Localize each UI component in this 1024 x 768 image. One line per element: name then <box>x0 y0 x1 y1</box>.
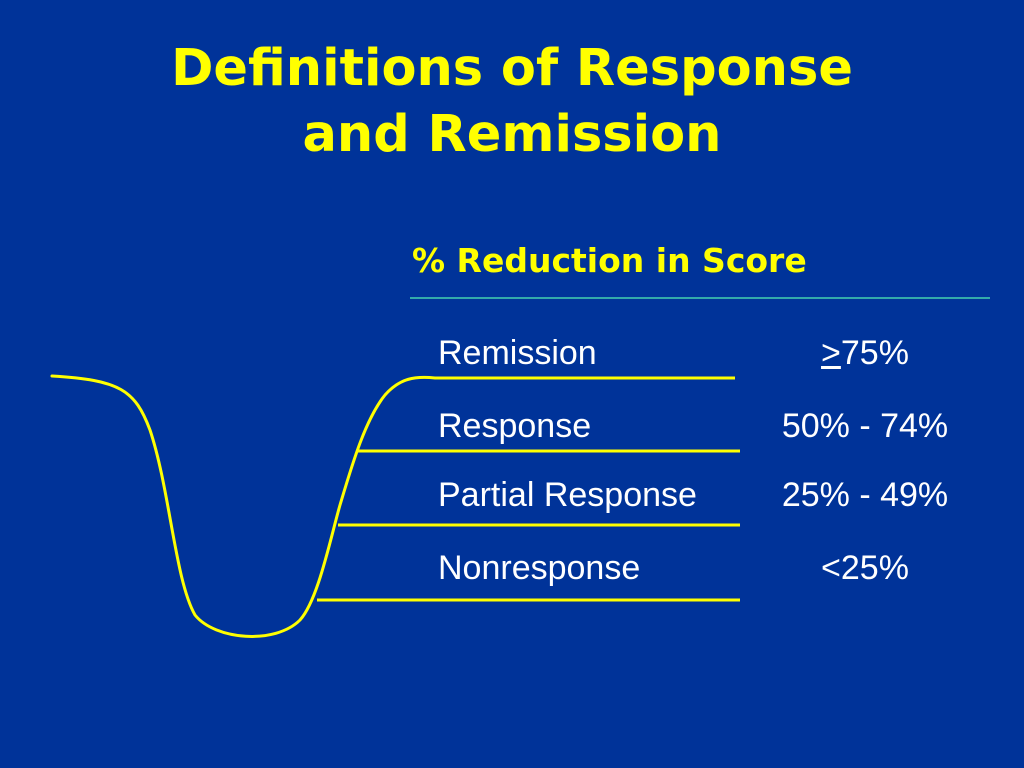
row-label-remission: Remission <box>438 334 597 372</box>
slide-title: Definitions of Response and Remission <box>0 36 1024 168</box>
row-label-response: Response <box>438 407 592 445</box>
row-label-nonresponse: Nonresponse <box>438 549 641 587</box>
greater-equal-symbol: > <box>821 334 841 372</box>
symptom-curve <box>50 374 437 638</box>
title-line-2: and Remission <box>302 105 722 164</box>
header-divider <box>410 297 990 299</box>
row-label-partial-response: Partial Response <box>438 476 697 514</box>
row-value-remission: >75% <box>750 333 980 373</box>
row-value-remission-number: 75% <box>840 334 909 372</box>
row-value-response: 50% - 74% <box>781 407 949 445</box>
column-header: % Reduction in Score <box>412 241 807 280</box>
row-value-nonresponse: <25% <box>821 549 909 587</box>
title-line-1: Definitions of Response <box>171 39 853 98</box>
row-value-partial-response: 25% - 49% <box>781 476 949 514</box>
